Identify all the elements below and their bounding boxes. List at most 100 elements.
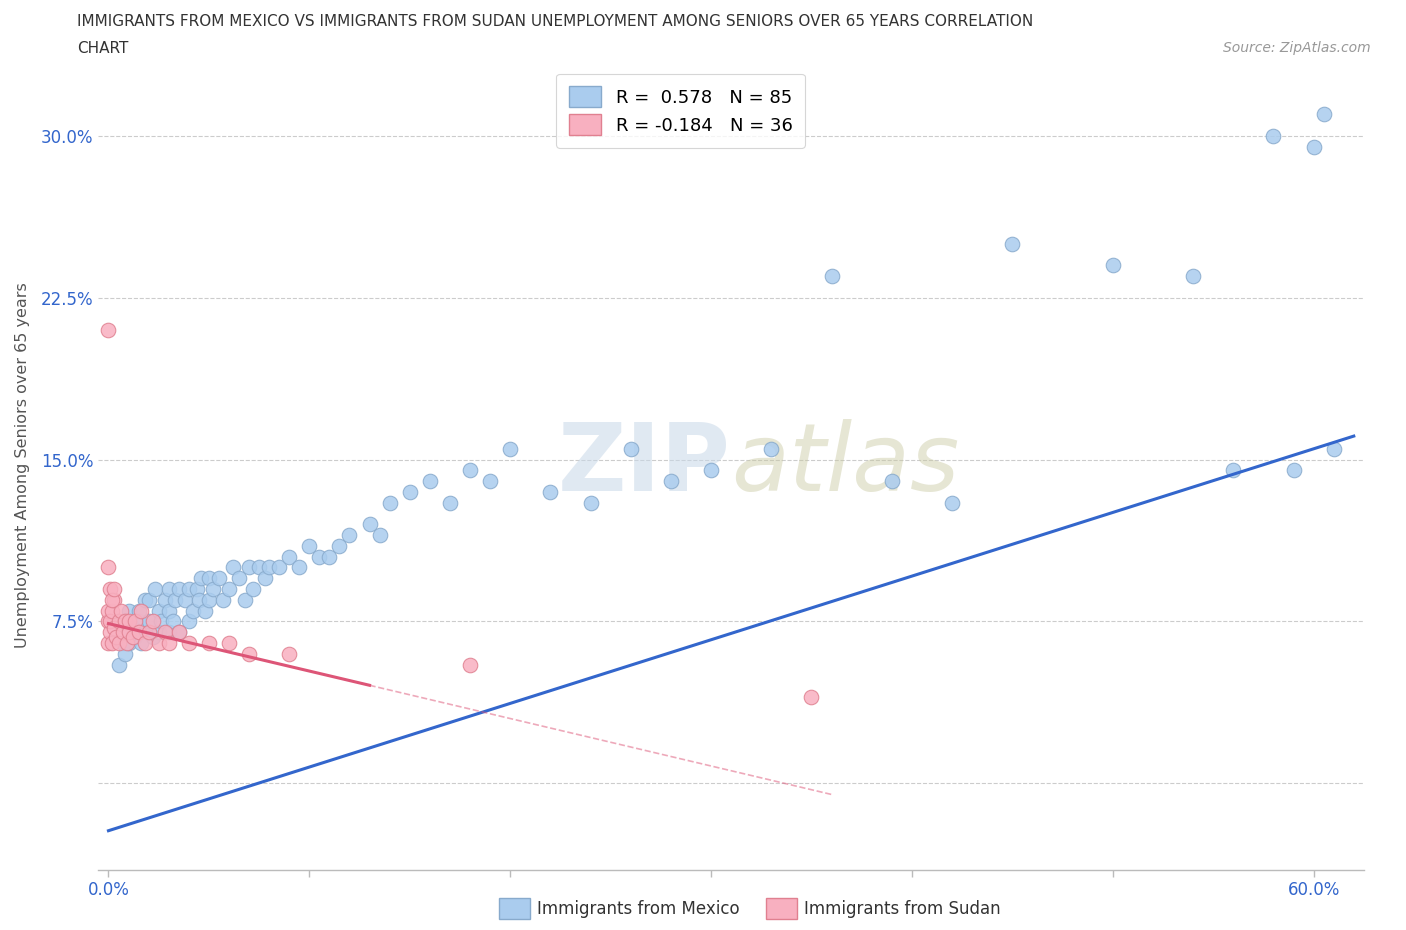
Point (100, 614, 122, 629)
Point (97, 604, 120, 618)
Text: IMMIGRANTS FROM MEXICO VS IMMIGRANTS FROM SUDAN UNEMPLOYMENT AMONG SENIORS OVER : IMMIGRANTS FROM MEXICO VS IMMIGRANTS FRO… (77, 14, 1033, 29)
Point (148, 625, 170, 640)
Point (177, 614, 200, 629)
Point (659, 473, 682, 488)
Point (128, 614, 150, 629)
Point (538, 485, 561, 499)
Y-axis label: Unemployment Among Seniors over 65 years: Unemployment Among Seniors over 65 years (15, 282, 30, 648)
Point (157, 625, 180, 640)
Point (115, 635, 138, 650)
Point (117, 604, 139, 618)
Point (110, 604, 132, 618)
Point (114, 646, 136, 661)
Point (499, 442, 522, 457)
Text: Source: ZipAtlas.com: Source: ZipAtlas.com (1223, 41, 1371, 55)
Point (138, 614, 160, 629)
Point (233, 592, 256, 607)
Point (117, 614, 139, 629)
Point (1312, 107, 1334, 122)
Point (117, 625, 139, 640)
Point (111, 625, 134, 640)
Point (458, 658, 481, 672)
Point (100, 625, 122, 640)
Point (318, 550, 340, 565)
Point (288, 560, 311, 575)
Point (419, 473, 441, 488)
Point (1182, 269, 1205, 284)
Point (228, 571, 250, 586)
Point (143, 581, 166, 596)
Point (162, 614, 184, 629)
Point (107, 658, 129, 672)
Legend: R =  0.578   N = 85, R = -0.184   N = 36: R = 0.578 N = 85, R = -0.184 N = 36 (555, 73, 806, 148)
Point (198, 571, 221, 586)
Point (97, 560, 120, 575)
Point (124, 629, 146, 644)
Point (103, 581, 125, 596)
Point (1001, 236, 1024, 251)
Point (101, 635, 124, 650)
Point (579, 496, 602, 511)
Point (163, 592, 186, 607)
Point (149, 614, 172, 629)
Text: Immigrants from Mexico: Immigrants from Mexico (537, 899, 740, 918)
Point (157, 635, 180, 650)
Point (103, 592, 125, 607)
Point (479, 473, 502, 488)
Point (129, 604, 152, 618)
Point (105, 629, 128, 644)
Point (142, 629, 165, 644)
Point (218, 635, 240, 650)
Text: Immigrants from Sudan: Immigrants from Sudan (804, 899, 1001, 918)
Point (148, 635, 170, 650)
Point (181, 604, 204, 618)
Point (134, 592, 156, 607)
Point (212, 592, 235, 607)
Point (278, 646, 301, 661)
Point (97, 614, 120, 629)
Point (941, 496, 963, 511)
Point (1323, 442, 1346, 457)
Point (339, 527, 361, 542)
Point (247, 560, 270, 575)
Point (298, 538, 321, 553)
Point (103, 620, 125, 635)
Point (378, 496, 401, 511)
Point (820, 269, 842, 284)
Point (167, 625, 190, 640)
Text: ZIP: ZIP (558, 419, 731, 511)
Point (142, 614, 165, 629)
Point (157, 604, 180, 618)
Point (238, 560, 260, 575)
Point (114, 614, 136, 629)
Point (269, 560, 291, 575)
Point (167, 625, 190, 640)
Point (167, 581, 190, 596)
Point (257, 560, 280, 575)
Point (190, 571, 212, 586)
Text: CHART: CHART (77, 41, 129, 56)
Point (153, 625, 176, 640)
Point (328, 538, 350, 553)
Point (1263, 128, 1285, 143)
Point (128, 625, 150, 640)
Point (1302, 140, 1324, 154)
Point (177, 635, 200, 650)
Point (186, 581, 208, 596)
Point (1222, 463, 1244, 478)
Point (187, 592, 209, 607)
Point (138, 625, 160, 640)
Point (177, 581, 200, 596)
Point (134, 635, 156, 650)
Point (201, 581, 224, 596)
Point (198, 635, 221, 650)
Point (107, 635, 129, 650)
Point (148, 604, 170, 618)
Point (173, 592, 195, 607)
Point (124, 614, 146, 629)
Point (107, 614, 129, 629)
Point (117, 635, 139, 650)
Point (198, 592, 221, 607)
Point (97, 323, 120, 338)
Point (368, 527, 391, 542)
